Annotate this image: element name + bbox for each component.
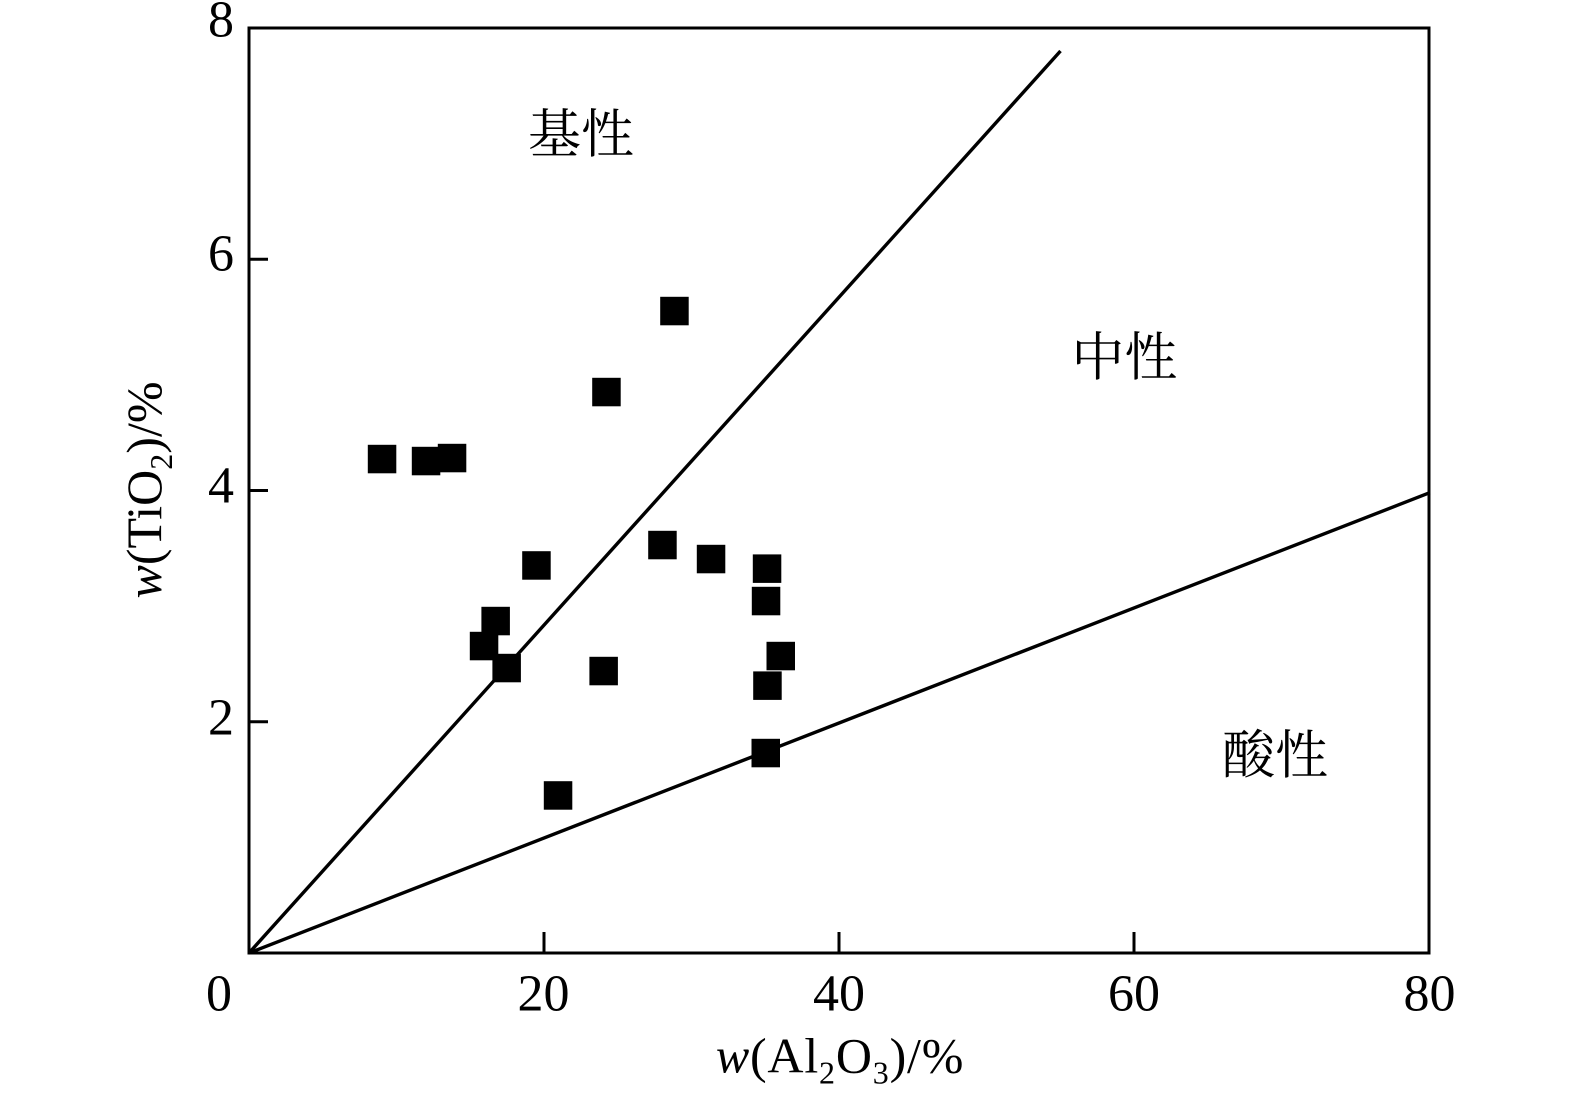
svg-text:40: 40 xyxy=(813,966,865,1023)
svg-text:80: 80 xyxy=(1404,966,1456,1023)
svg-text:60: 60 xyxy=(1108,966,1160,1023)
svg-text:0: 0 xyxy=(206,966,232,1023)
svg-text:8: 8 xyxy=(208,0,234,49)
svg-text:w(Al2O3)/%: w(Al2O3)/% xyxy=(716,1028,964,1091)
svg-text:4: 4 xyxy=(208,458,234,515)
svg-text:w(TiO2)/%: w(TiO2)/% xyxy=(116,382,179,599)
svg-text:20: 20 xyxy=(518,966,570,1023)
svg-text:6: 6 xyxy=(208,226,234,283)
svg-text:2: 2 xyxy=(208,690,234,747)
